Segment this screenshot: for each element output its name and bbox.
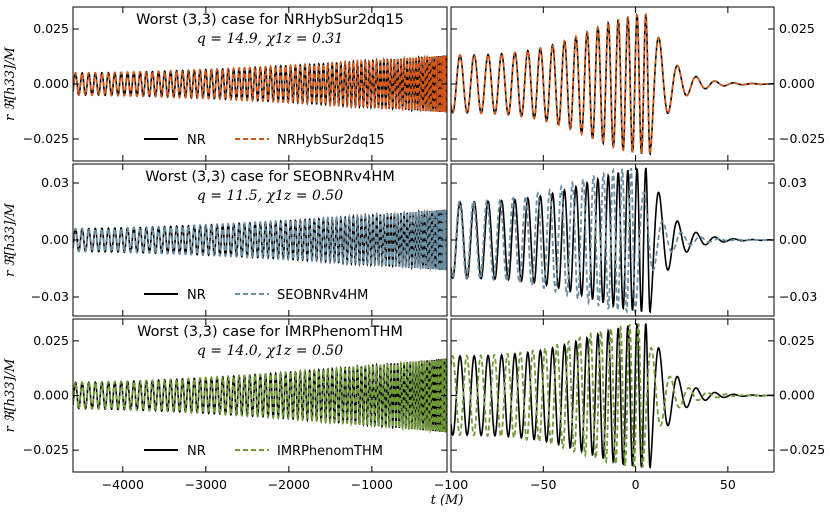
legend-model-label: IMRPhenomTHM xyxy=(277,444,383,459)
waveform-group xyxy=(73,208,447,272)
right-panel-1: −0.025 0.000 0.025 xyxy=(450,6,825,162)
y-tick-label: 0.025 xyxy=(33,333,69,348)
x-tick-label: −100 xyxy=(434,477,468,492)
model-series-line xyxy=(73,54,447,114)
y-tick-label: 0.03 xyxy=(779,175,807,190)
x-tick-label: −3000 xyxy=(185,477,227,492)
panel-params: q = 11.5, χ1z = 0.50 xyxy=(197,188,343,204)
left-panel-1: −0.025 0.000 0.025 Worst (3,3) case for NRH… xyxy=(3,6,448,162)
waveform-group xyxy=(451,167,774,315)
y-tick-label: 0.00 xyxy=(779,232,807,247)
legend-model-label: NRHybSur2dq15 xyxy=(277,133,385,148)
y-tick-label: 0.025 xyxy=(779,333,815,348)
y-axis-label: r ℜ[h33]/M xyxy=(3,46,18,120)
y-tick-label: −0.03 xyxy=(779,289,817,304)
panel-params: q = 14.9, χ1z = 0.31 xyxy=(197,31,343,47)
x-tick-label: −4000 xyxy=(102,477,144,492)
y-tick-label: −0.025 xyxy=(23,131,69,146)
y-tick-label: 0.000 xyxy=(779,76,815,91)
y-tick-label: 0.03 xyxy=(41,175,69,190)
model-series-line xyxy=(451,323,774,468)
panel-title: Worst (3,3) case for SEOBNRv4HM xyxy=(145,169,395,185)
waveform-group xyxy=(73,54,447,114)
x-tick-label: −2000 xyxy=(268,477,310,492)
legend-nr-label: NR xyxy=(187,133,206,148)
model-series-line xyxy=(451,12,774,156)
panel-params: q = 14.0, χ1z = 0.50 xyxy=(197,343,343,359)
x-tick-label: 0 xyxy=(632,477,640,492)
x-axis-label: t (M) xyxy=(431,493,464,508)
nr-series-line xyxy=(451,167,774,314)
waveform-group xyxy=(451,322,774,469)
y-axis-label: r ℜ[h33]/M xyxy=(3,202,18,276)
right-panel-2: −0.03 0.00 0.03 xyxy=(450,163,817,317)
y-tick-label: 0.025 xyxy=(779,21,815,36)
y-tick-label: 0.00 xyxy=(41,232,69,247)
y-tick-label: 0.025 xyxy=(33,21,69,36)
y-axis-label: r ℜ[h33]/M xyxy=(3,358,18,432)
y-tick-label: −0.025 xyxy=(779,442,825,457)
left-panel-2: −0.03 0.00 0.03 Worst (3,3) case for SEOBNR… xyxy=(3,163,448,317)
y-tick-label: 0.000 xyxy=(33,388,69,403)
left-panel-3: −0.025 0.000 0.025 −4000 −3000 −2000 −1000 Wors… xyxy=(3,318,448,492)
legend-nr-label: NR xyxy=(187,444,206,459)
y-tick-label: 0.000 xyxy=(779,388,815,403)
legend-nr-label: NR xyxy=(187,288,206,303)
x-tick-label: −1000 xyxy=(351,477,393,492)
model-series-line xyxy=(451,167,774,315)
y-tick-label: 0.000 xyxy=(33,76,69,91)
model-series-line xyxy=(73,357,447,434)
model-series-line xyxy=(73,208,447,272)
waveform-group xyxy=(451,12,774,156)
right-panel-3: −0.025 0.000 0.025 −100 −50 0 50 xyxy=(434,318,825,492)
x-tick-label: −50 xyxy=(530,477,556,492)
y-tick-label: −0.025 xyxy=(23,442,69,457)
x-tick-label: 50 xyxy=(720,477,736,492)
panel-title: Worst (3,3) case for NRHybSur2dq15 xyxy=(136,12,404,28)
y-tick-label: −0.025 xyxy=(779,131,825,146)
legend-model-label: SEOBNRv4HM xyxy=(277,288,368,303)
panel-title: Worst (3,3) case for IMRPhenomTHM xyxy=(137,324,403,340)
waveform-group xyxy=(73,357,447,434)
y-tick-label: −0.03 xyxy=(31,289,69,304)
